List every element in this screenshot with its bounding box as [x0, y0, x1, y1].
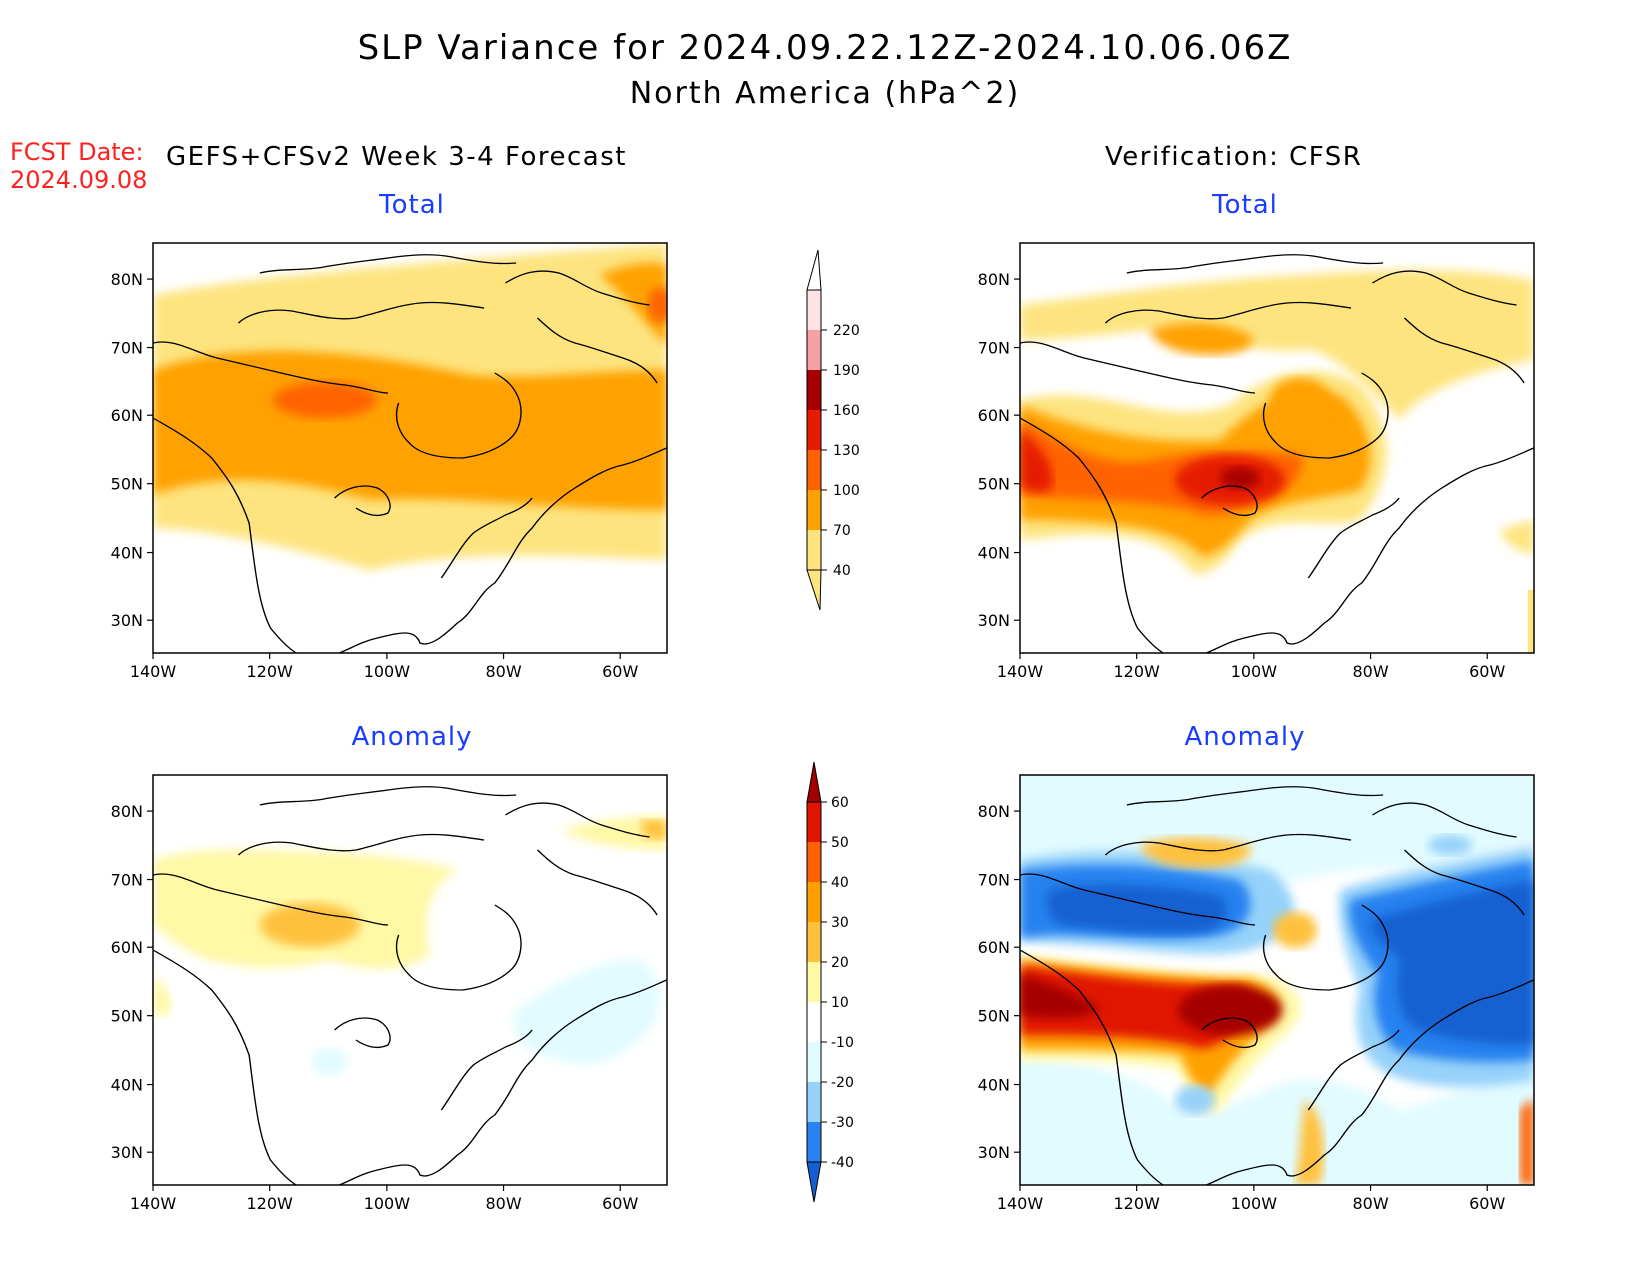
colorbar-bin — [807, 882, 821, 922]
colorbar-bin — [807, 330, 821, 370]
colorbar-label: -20 — [831, 1075, 854, 1091]
colorbar-label: 40 — [831, 875, 849, 891]
colorbar-bin — [807, 842, 821, 882]
panel-title-verification-anomaly: Anomaly — [1184, 722, 1306, 752]
colorbar-label: -10 — [831, 1035, 854, 1051]
lon-tick-label: 80W — [485, 1194, 521, 1213]
forecast-total-map — [153, 243, 667, 653]
lon-tick-label: 120W — [1113, 1194, 1160, 1213]
lat-tick-label: 70N — [111, 871, 143, 890]
colorbar-label: 130 — [833, 443, 860, 459]
verification-total-map — [1020, 243, 1534, 653]
forecast-anomaly-map — [153, 775, 667, 1185]
colorbar-label: 190 — [833, 363, 860, 379]
lon-tick-label: 60W — [602, 662, 638, 681]
colorbar-label: -40 — [831, 1155, 854, 1171]
colorbar-bin — [807, 1082, 821, 1122]
colorbar-label: 220 — [833, 323, 860, 339]
total-colorbar: 40 70 100 130 160 190 220 — [806, 249, 860, 611]
lon-tick-label: 140W — [130, 662, 177, 681]
colorbar-label: 60 — [831, 795, 849, 811]
panel-title-forecast-total: Total — [379, 190, 445, 220]
fcst-date-value: 2024.09.08 — [10, 166, 148, 194]
chart-title: SLP Variance for 2024.09.22.12Z-2024.10.… — [357, 28, 1293, 68]
lat-tick-label: 50N — [111, 475, 143, 494]
panel-title-forecast-anomaly: Anomaly — [351, 722, 473, 752]
lat-tick-label: 70N — [978, 871, 1010, 890]
anomaly-colorbar: -40 -30 -20 -10 10 20 30 40 50 60 — [806, 761, 854, 1203]
lat-tick-label: 30N — [111, 1143, 143, 1162]
lat-tick-label: 30N — [111, 611, 143, 630]
colorbar-bin — [807, 1042, 821, 1082]
colorbar-bin — [807, 490, 821, 530]
colorbar-label: 30 — [831, 915, 849, 931]
colorbar-bin — [807, 370, 821, 410]
lat-tick-label: 70N — [978, 339, 1010, 358]
colorbar-bin — [807, 530, 821, 570]
lat-tick-label: 40N — [111, 544, 143, 563]
colorbar-bin — [807, 802, 821, 842]
lon-tick-label: 100W — [364, 662, 411, 681]
verification-anomaly-map — [1020, 775, 1534, 1185]
colorbar-label: -30 — [831, 1115, 854, 1131]
colorbar-bin — [807, 922, 821, 962]
lon-tick-label: 80W — [485, 662, 521, 681]
colorbar-label: 20 — [831, 955, 849, 971]
lat-tick-label: 60N — [111, 938, 143, 957]
colorbar-label: 100 — [833, 483, 860, 499]
fcst-date-label: FCST Date: — [10, 138, 144, 166]
forecast-header: GEFS+CFSv2 Week 3-4 Forecast — [166, 142, 627, 172]
colorbar-bin — [807, 962, 821, 1002]
colorbar-label: 40 — [833, 563, 851, 579]
lon-tick-label: 140W — [997, 1194, 1044, 1213]
lon-tick-label: 100W — [1231, 662, 1278, 681]
chart-subtitle: North America (hPa^2) — [629, 76, 1021, 111]
lat-tick-label: 40N — [978, 544, 1010, 563]
lon-tick-label: 100W — [1231, 1194, 1278, 1213]
lon-tick-label: 120W — [246, 1194, 293, 1213]
lat-tick-label: 50N — [978, 475, 1010, 494]
panel-title-verification-total: Total — [1212, 190, 1278, 220]
lat-tick-label: 30N — [978, 1143, 1010, 1162]
colorbar-label: 10 — [831, 995, 849, 1011]
lat-tick-label: 60N — [111, 406, 143, 425]
lat-tick-label: 30N — [978, 611, 1010, 630]
lon-tick-label: 60W — [602, 1194, 638, 1213]
colorbar-bin — [807, 1002, 821, 1042]
lon-tick-label: 60W — [1469, 1194, 1505, 1213]
colorbar-label: 70 — [833, 523, 851, 539]
lon-tick-label: 120W — [1113, 662, 1160, 681]
lat-tick-label: 60N — [978, 406, 1010, 425]
colorbar-label: 160 — [833, 403, 860, 419]
lat-tick-label: 60N — [978, 938, 1010, 957]
lat-tick-label: 70N — [111, 339, 143, 358]
lat-tick-label: 80N — [111, 270, 143, 289]
colorbar-bin — [807, 1122, 821, 1162]
verification-header: Verification: CFSR — [1105, 142, 1363, 172]
lon-tick-label: 100W — [364, 1194, 411, 1213]
colorbar-bin — [807, 450, 821, 490]
lon-tick-label: 60W — [1469, 662, 1505, 681]
lon-tick-label: 140W — [130, 1194, 177, 1213]
lat-tick-label: 40N — [978, 1076, 1010, 1095]
colorbar-label: 50 — [831, 835, 849, 851]
colorbar-bin — [807, 410, 821, 450]
lat-tick-label: 50N — [111, 1007, 143, 1026]
lat-tick-label: 80N — [978, 802, 1010, 821]
lat-tick-label: 40N — [111, 1076, 143, 1095]
colorbar-bin — [807, 290, 821, 330]
lat-tick-label: 50N — [978, 1007, 1010, 1026]
lon-tick-label: 140W — [997, 662, 1044, 681]
lon-tick-label: 80W — [1352, 662, 1388, 681]
lon-tick-label: 120W — [246, 662, 293, 681]
lon-tick-label: 80W — [1352, 1194, 1388, 1213]
lat-tick-label: 80N — [111, 802, 143, 821]
lat-tick-label: 80N — [978, 270, 1010, 289]
